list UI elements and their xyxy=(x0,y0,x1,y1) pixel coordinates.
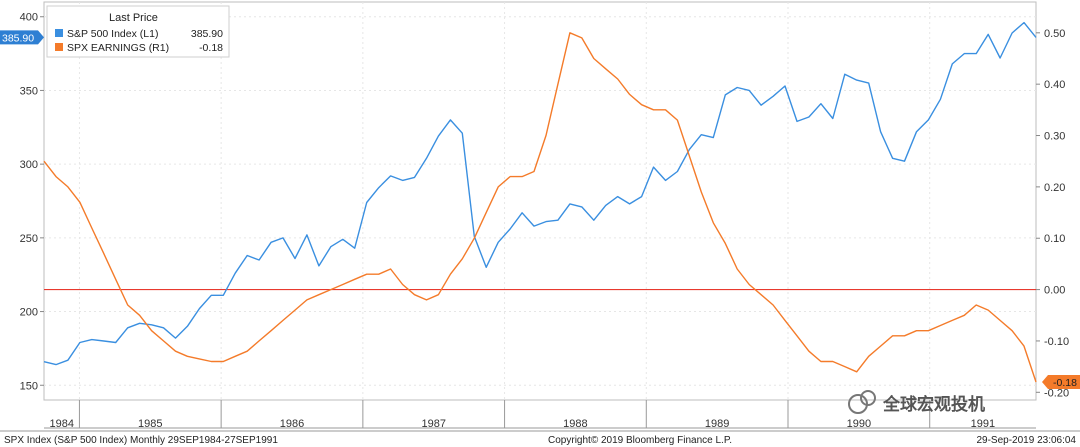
legend-label-sp500: S&P 500 Index (L1) xyxy=(67,28,158,40)
right-tick-label: 0.50 xyxy=(1044,28,1065,40)
left-tick-label: 250 xyxy=(20,233,38,245)
x-tick-label: 1991 xyxy=(971,418,995,430)
left-tick-label: 200 xyxy=(20,307,38,319)
badge-left-shape xyxy=(0,30,44,45)
last-value-badge-left: 385.90 xyxy=(0,30,44,45)
x-tick-label: 1988 xyxy=(563,418,587,430)
footer-left: SPX Index (S&P 500 Index) Monthly 29SEP1… xyxy=(4,435,278,446)
left-axis-ticks: 150 200 250 300 350 400 xyxy=(20,12,44,392)
series-line-sp500 xyxy=(43,21,1037,366)
right-axis-ticks: 0.50 0.40 0.30 0.20 0.10 0.00 -0.10 -0.20 xyxy=(1036,28,1069,399)
badge-right-text: -0.18 xyxy=(1053,377,1077,389)
x-axis-ticks: 1984 1985 1986 1987 1988 1989 1990 1991 xyxy=(44,400,1036,430)
footer-right: 29-Sep-2019 23:06:04 xyxy=(976,435,1076,446)
x-tick-label: 1985 xyxy=(138,418,162,430)
series-layer xyxy=(43,21,1037,383)
wechat-icon-secondary xyxy=(860,390,876,406)
x-tick-label: 1990 xyxy=(847,418,871,430)
right-tick-label: 0.40 xyxy=(1044,79,1065,91)
right-tick-label: 0.00 xyxy=(1044,285,1065,297)
plot-frame xyxy=(43,1,1037,401)
right-tick-label: 0.20 xyxy=(1044,182,1065,194)
x-tick-label: 1984 xyxy=(49,418,73,430)
badge-left-text: 385.90 xyxy=(2,32,34,44)
last-value-badge-right: -0.18 xyxy=(1042,375,1080,390)
watermark: 全球宏观投机 xyxy=(848,390,985,414)
footer-center: Copyright© 2019 Bloomberg Finance L.P. xyxy=(548,435,732,446)
right-tick-label: 0.30 xyxy=(1044,131,1065,143)
x-tick-label: 1987 xyxy=(421,418,445,430)
left-tick-label: 400 xyxy=(20,12,38,24)
right-tick-label: 0.10 xyxy=(1044,233,1065,245)
right-tick-label: -0.20 xyxy=(1044,387,1069,399)
left-tick-label: 150 xyxy=(20,380,38,392)
badge-right-shape xyxy=(1042,375,1080,390)
legend-title: Last Price xyxy=(109,12,158,24)
legend-label-earnings: SPX EARNINGS (R1) xyxy=(67,42,169,54)
series-line-earnings xyxy=(43,32,1037,383)
legend: Last Price S&P 500 Index (L1) 385.90 SPX… xyxy=(46,5,230,58)
left-tick-label: 300 xyxy=(20,159,38,171)
legend-swatch-sp500 xyxy=(55,29,63,37)
legend-value-earnings: -0.18 xyxy=(199,42,223,54)
legend-value-sp500: 385.90 xyxy=(191,28,223,40)
left-tick-label: 350 xyxy=(20,85,38,97)
legend-swatch-earnings xyxy=(55,43,63,51)
watermark-text: 全球宏观投机 xyxy=(882,394,985,414)
right-tick-label: -0.10 xyxy=(1044,336,1069,348)
x-tick-label: 1989 xyxy=(705,418,729,430)
x-tick-label: 1986 xyxy=(280,418,304,430)
legend-box xyxy=(46,5,230,58)
